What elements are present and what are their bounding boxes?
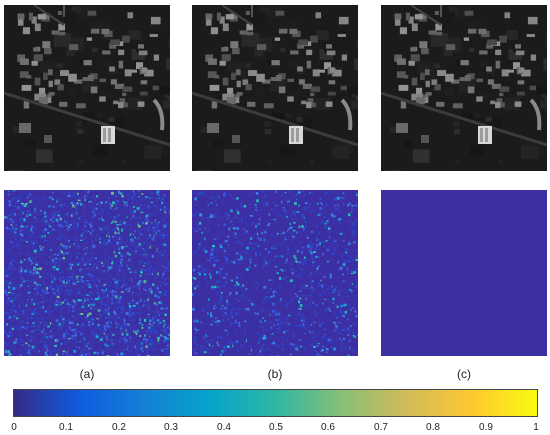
colorbar-tick: 0.1 [59,422,73,433]
panel-label-c: (c) [457,367,471,381]
colorbar-tick: 0.8 [426,422,440,433]
panel-label-b: (b) [267,367,283,381]
colorbar-tick: 0 [11,422,17,433]
colorbar-tick: 0.3 [164,422,178,433]
satellite-image-b [192,5,358,171]
panel-c-error-map [381,190,547,356]
panel-a-image [4,5,170,171]
colorbar-tick: 0.9 [479,422,493,433]
colorbar-tick: 0.6 [321,422,335,433]
satellite-image-c [381,5,547,171]
satellite-image-a [4,5,170,171]
colorbar-tick: 0.5 [269,422,283,433]
panel-label-a: (a) [79,367,95,381]
panel-c-image [381,5,547,171]
panel-b-error-map [192,190,358,356]
panel-a-error-map [4,190,170,356]
error-map-b [192,190,358,356]
error-map-c [381,190,547,356]
colorbar [13,389,538,417]
panel-b-image [192,5,358,171]
colorbar-tick: 0.2 [112,422,126,433]
error-map-a [4,190,170,356]
colorbar-tick: 1 [533,422,539,433]
colorbar-tick: 0.4 [217,422,231,433]
colorbar-tick: 0.7 [374,422,388,433]
